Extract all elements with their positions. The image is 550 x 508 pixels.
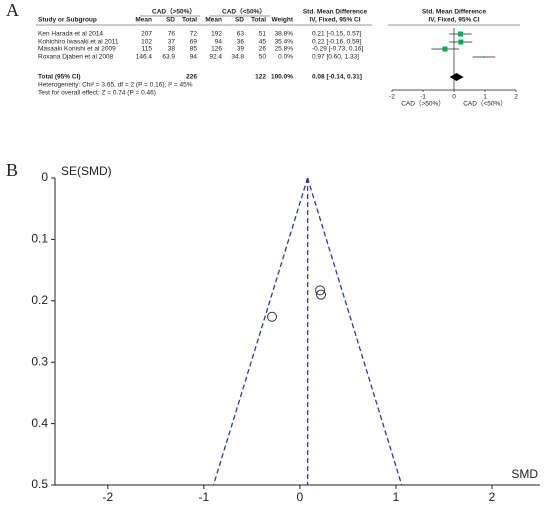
plot-header: IV, Fixed, 95% CI (428, 17, 479, 24)
overall-effect: Test for overall effect: Z = 0.74 (P = 0… (38, 90, 156, 97)
study-point (315, 285, 326, 296)
column-header: SD (166, 17, 175, 24)
ci-label: 0.21 [-0.15, 0.57] (312, 31, 361, 38)
weight: 38.8% (275, 31, 294, 38)
x-tick-label: 1 (393, 490, 400, 504)
y-tick-label: 0.2 (31, 293, 48, 307)
y-tick-label: 0.4 (31, 416, 48, 430)
x-tick-label: 0 (297, 490, 304, 504)
y-tick-label: 0.5 (31, 477, 48, 491)
x-tick-label: -2 (102, 490, 113, 504)
x-tick-label: 1 (483, 94, 487, 101)
panel-label: A (6, 0, 19, 20)
table-cell: 39 (237, 46, 245, 53)
table-cell: 63 (237, 31, 245, 38)
group-header: CAD（<50%） (222, 8, 266, 16)
ci-label: -0.29 [-0.73, 0.16] (312, 46, 364, 53)
x-tick-label: 0 (452, 94, 456, 101)
x-axis-label: SMD (511, 467, 538, 481)
ci-label: 0.97 [0.60, 1.33] (312, 54, 359, 61)
panel-label: B (6, 160, 18, 180)
table-cell: 192 (211, 31, 222, 38)
table-cell: 72 (190, 31, 198, 38)
effect-square (458, 31, 464, 37)
study-point (267, 311, 278, 322)
table-cell: 69 (190, 39, 198, 46)
column-header: Mean (135, 17, 152, 24)
column-header: Mean (205, 17, 222, 24)
table-cell: 50 (259, 54, 267, 61)
ci-header: IV, Fixed, 95% CI (309, 17, 360, 24)
column-header: Total (251, 17, 266, 24)
table-cell: 34.8 (231, 54, 244, 61)
study-name: Kohichiro Iwasaki et al 2011 (38, 39, 119, 46)
funnel-limit (306, 177, 403, 486)
y-tick-label: 0.1 (31, 232, 48, 246)
study-name: Ken Harada et al 2014 (38, 31, 103, 38)
effect-square (483, 56, 485, 58)
x-tick-label: 2 (514, 94, 518, 101)
table-cell: 115 (142, 46, 153, 53)
study-point (316, 289, 327, 300)
heterogeneity: Heterogeneity: Chi² = 3.65, df = 2 (P = … (38, 82, 193, 89)
total-ci: 0.08 [-0.14, 0.31] (312, 74, 362, 81)
effect-square (458, 39, 464, 45)
table-cell: 94 (190, 54, 198, 61)
plot-header: Std. Mean Difference (422, 9, 487, 16)
ci-label: 0.22 [-0.16, 0.59] (312, 39, 361, 46)
y-tick-label: 0.3 (31, 354, 48, 368)
weight: 35.4% (275, 39, 294, 46)
weight: 0.0% (278, 54, 293, 61)
table-cell: 38 (168, 46, 176, 53)
x-tick-label: -1 (420, 94, 426, 101)
total-label: Total (95% CI) (38, 74, 81, 81)
table-cell: 92.4 (209, 54, 222, 61)
x-tick-label: -2 (389, 94, 395, 101)
study-name: Roxana Djaberi et al 2008 (38, 54, 114, 61)
column-header: SD (235, 17, 244, 24)
table-cell: 85 (190, 46, 198, 53)
table-cell: 45 (259, 39, 267, 46)
table-cell: 207 (141, 31, 152, 38)
x-tick-label: 2 (489, 490, 496, 504)
table-cell: 146.4 (136, 54, 153, 61)
group-header: CAD（>50%） (152, 8, 196, 16)
table-cell: 26 (259, 46, 267, 53)
table-cell: 63.9 (162, 54, 175, 61)
ci-header: Std. Mean Difference (303, 9, 368, 16)
funnel-limit (212, 177, 309, 486)
table-cell: 76 (168, 31, 176, 38)
favours-label: CAD（>50%） (401, 100, 445, 108)
column-header: Study or Subgroup (38, 17, 97, 24)
table-cell: 36 (237, 39, 245, 46)
total-weight: 100.0% (271, 74, 293, 81)
diamond (449, 73, 464, 81)
x-tick-label: -1 (199, 490, 210, 504)
table-cell: 37 (168, 39, 176, 46)
total-cell: 122 (255, 74, 266, 81)
y-tick-label: 0 (41, 170, 48, 184)
weight: 25.8% (275, 46, 294, 53)
effect-square (442, 46, 448, 52)
column-header: Total (182, 17, 197, 24)
favours-label: CAD（<50%） (463, 100, 507, 108)
study-name: Masaaki Konishi et al 2009 (38, 46, 116, 53)
table-cell: 126 (211, 46, 222, 53)
total-cell: 226 (186, 74, 197, 81)
column-header: Weight (271, 17, 293, 24)
table-cell: 102 (141, 39, 152, 46)
y-axis-label: SE(SMD) (61, 164, 112, 178)
table-cell: 51 (259, 31, 267, 38)
table-cell: 94 (215, 39, 223, 46)
